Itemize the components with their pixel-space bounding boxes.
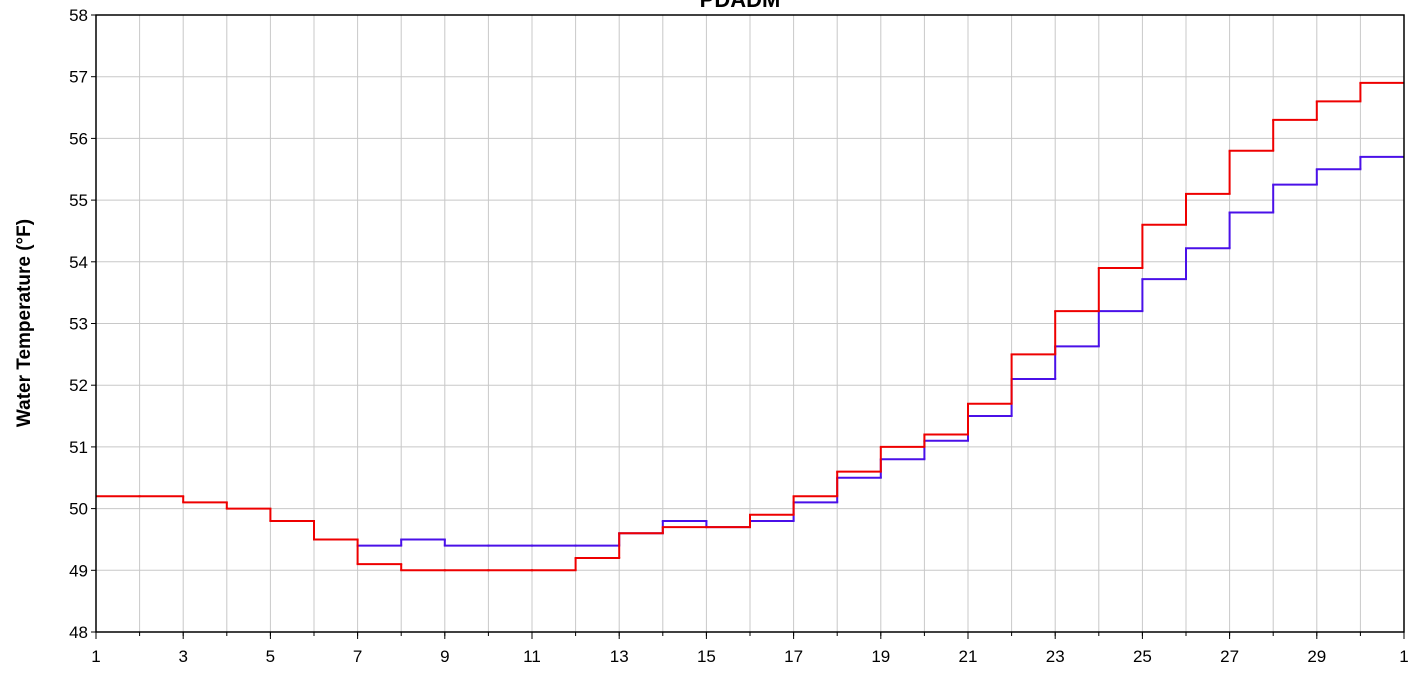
chart-title: PDADM [700,0,781,12]
y-tick-label: 58 [69,6,88,25]
x-tick-label: 9 [440,647,449,666]
x-tick-label: 11 [523,647,541,666]
y-tick-label: 57 [69,68,88,87]
y-tick-label: 55 [69,191,88,210]
y-tick-label: 49 [69,561,88,580]
x-tick-label: 21 [959,647,978,666]
x-tick-label: 1 [1399,647,1408,666]
x-tick-label: 23 [1046,647,1065,666]
y-tick-label: 50 [69,500,88,519]
x-tick-label: 19 [871,647,890,666]
x-tick-label: 1 [91,647,100,666]
x-tick-label: 25 [1133,647,1152,666]
x-tick-label: 17 [784,647,803,666]
plot-frame [95,14,1405,633]
y-axis-label: Water Temperature (°F) [14,219,35,427]
x-tick-label: 15 [697,647,716,666]
x-tick-label: 5 [266,647,275,666]
y-tick-label: 52 [69,376,88,395]
x-tick-label: 29 [1307,647,1326,666]
x-tick-label: 3 [178,647,187,666]
y-tick-label: 48 [69,623,88,642]
y-tick-label: 54 [69,253,88,272]
y-tick-label: 53 [69,315,88,334]
x-tick-label: 13 [610,647,629,666]
x-tick-label: 27 [1220,647,1239,666]
x-tick-label: 7 [353,647,362,666]
y-tick-label: 56 [69,129,88,148]
y-tick-label: 51 [69,438,88,457]
